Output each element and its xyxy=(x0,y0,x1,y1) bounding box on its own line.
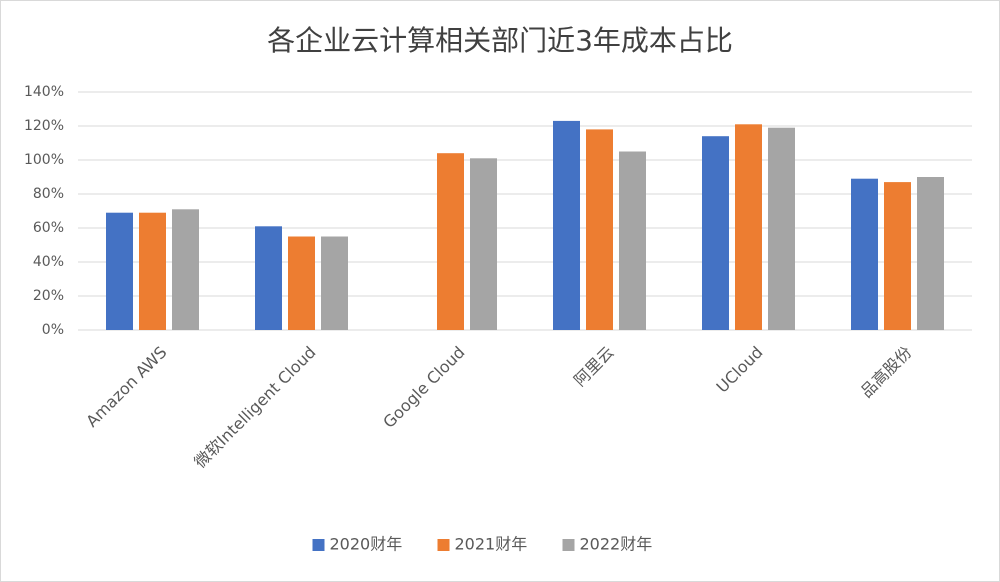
legend-label: 2021财年 xyxy=(455,535,528,554)
y-tick-label: 20% xyxy=(33,288,64,304)
bar xyxy=(255,226,282,330)
legend-label: 2020财年 xyxy=(330,535,403,554)
legend-label: 2022财年 xyxy=(580,535,653,554)
y-tick-label: 80% xyxy=(33,186,64,202)
bar xyxy=(553,120,580,331)
legend-swatch xyxy=(562,539,575,551)
bar xyxy=(917,177,944,330)
legend-swatch xyxy=(437,539,450,551)
y-tick-label: 0% xyxy=(42,322,64,338)
bar xyxy=(735,124,762,330)
bar xyxy=(702,136,729,330)
bar xyxy=(470,158,497,330)
y-tick-label: 120% xyxy=(24,118,64,134)
bar xyxy=(768,127,795,330)
y-tick-label: 100% xyxy=(24,152,64,168)
bar xyxy=(106,212,133,330)
bar xyxy=(321,236,348,330)
bar xyxy=(586,129,613,330)
y-tick-label: 140% xyxy=(24,84,64,100)
bar xyxy=(437,153,464,330)
bar xyxy=(139,212,166,330)
bar xyxy=(619,151,646,330)
bar xyxy=(884,182,911,330)
chart-title: 各企业云计算相关部门近3年成本占比 xyxy=(267,24,733,57)
y-tick-label: 60% xyxy=(33,220,64,236)
bar xyxy=(288,236,315,330)
legend-swatch xyxy=(312,539,325,551)
y-tick-label: 40% xyxy=(33,254,64,270)
bar xyxy=(172,209,199,330)
bar xyxy=(851,178,878,330)
